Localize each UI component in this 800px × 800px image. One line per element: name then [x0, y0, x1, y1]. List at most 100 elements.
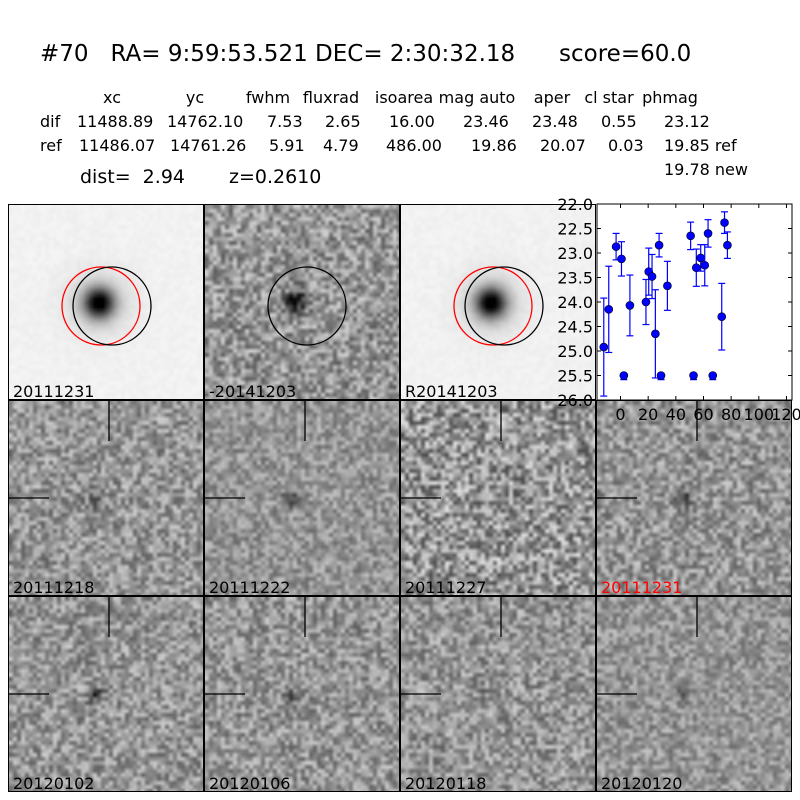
stamp-image	[401, 205, 595, 399]
header-yc: yc	[185, 88, 205, 107]
cell: 23.48	[532, 112, 578, 131]
stamp-image	[205, 205, 399, 399]
data-point	[703, 229, 713, 238]
row-dif-label: dif	[40, 112, 61, 131]
cell: 11488.89	[77, 112, 154, 131]
stamp-overlay	[205, 597, 306, 695]
data-point	[625, 301, 635, 310]
x-tick-label: 100	[744, 405, 775, 424]
stamp-overlay	[453, 266, 544, 346]
image-stamp: 20111231	[8, 204, 204, 400]
data-point	[717, 312, 727, 321]
black-aperture-circle	[72, 266, 152, 346]
stamp-overlay	[597, 401, 698, 499]
stamp-date-label: 20120120	[601, 774, 683, 792]
image-stamp: 20111231	[596, 400, 792, 596]
light-curve-plot: 22.0 22.5 23.0 23.5 24.0 24.5 25.0 25.5 26.0 0 20 4…	[557, 195, 800, 424]
new-phmag: 19.78 new	[664, 160, 748, 179]
cell: 16.00	[389, 112, 435, 131]
cell: 2.65	[325, 112, 361, 131]
data-point	[599, 342, 609, 352]
header-phmag: phmag	[642, 88, 698, 107]
image-stamp: R20141203	[400, 204, 596, 400]
y-tick-label: 24.5	[557, 318, 593, 337]
stamp-date-label: R20141203	[405, 382, 498, 400]
cell: 19.85 ref	[664, 136, 737, 155]
upper-limit-point	[656, 371, 666, 380]
stamp-date-label: 20111218	[13, 578, 95, 596]
stamp-overlay	[401, 597, 502, 695]
x-tick-label: 60	[693, 405, 713, 424]
data-point	[700, 260, 710, 270]
cell: 7.53	[267, 112, 303, 131]
dist-value: dist= 2.94	[80, 166, 185, 188]
red-aperture-circle	[61, 266, 141, 346]
upper-limit-point	[619, 371, 629, 380]
data-point	[647, 272, 657, 281]
data-point	[654, 240, 664, 250]
data-point	[617, 254, 626, 264]
data-point	[723, 240, 732, 250]
cell: 11486.07	[79, 136, 156, 155]
redshift-value: z=0.2610	[229, 166, 322, 188]
cell: 23.46	[463, 112, 509, 131]
y-tick-label: 23.5	[557, 269, 593, 288]
stamp-date-label: 20120106	[209, 774, 291, 792]
image-stamp: 20120106	[204, 596, 400, 792]
image-stamp: -20141203	[204, 204, 400, 400]
data-point	[651, 329, 660, 339]
header-fluxrad: fluxrad	[302, 88, 360, 107]
data-point	[686, 231, 695, 241]
y-tick-label: 25.5	[557, 367, 593, 386]
stamp-date-label: 20120118	[405, 774, 487, 792]
y-tick-label: 22.5	[557, 220, 593, 239]
cell: 0.55	[601, 112, 637, 131]
data-point	[691, 263, 701, 272]
image-stamp: 20111218	[8, 400, 204, 596]
x-tick-label: 80	[721, 405, 741, 424]
x-tick-label: 0	[615, 405, 625, 424]
stamp-date-label: 20111227	[405, 578, 487, 596]
header-aper: aper	[533, 88, 571, 107]
header-fwhm: fwhm	[245, 88, 291, 107]
stamp-overlay	[9, 401, 110, 499]
stamp-date-label: 20111231	[13, 382, 95, 400]
image-stamp: 20111222	[204, 400, 400, 596]
data-point	[604, 305, 614, 314]
y-tick-label: 24.0	[557, 293, 593, 312]
stamp-image	[9, 205, 203, 399]
black-aperture-circle	[267, 266, 347, 346]
data-point	[641, 297, 651, 307]
header-cl-star: cl star	[584, 88, 634, 107]
figure-title: #70 RA= 9:59:53.521 DEC= 2:30:32.18 scor…	[40, 41, 692, 67]
y-tick-label: 22.0	[557, 195, 593, 214]
cell: 5.91	[269, 136, 305, 155]
stamp-overlay	[597, 597, 698, 695]
red-aperture-circle	[453, 266, 533, 346]
upper-limit-point	[689, 371, 698, 380]
stamp-date-label: 20120102	[13, 774, 95, 792]
header-isoarea: isoarea	[374, 88, 434, 107]
image-stamp: 20111227	[400, 400, 596, 596]
stamp-overlay	[61, 266, 152, 346]
image-stamp: 20120120	[596, 596, 792, 792]
cell: 14762.10	[167, 112, 244, 131]
cell: 23.12	[664, 112, 710, 131]
y-tick-label: 26.0	[557, 391, 593, 410]
stamp-overlay	[267, 266, 347, 346]
stamp-overlay	[205, 401, 306, 499]
stamp-overlay	[9, 597, 110, 695]
row-ref-label: ref	[40, 136, 62, 155]
black-aperture-circle	[464, 266, 544, 346]
cell: 4.79	[323, 136, 359, 155]
stamp-date-label: -20141203	[209, 382, 297, 400]
x-tick-label: 40	[666, 405, 686, 424]
header-xc: xc	[103, 88, 121, 107]
plot-axes-frame	[596, 203, 793, 401]
y-tick-label: 25.0	[557, 342, 593, 361]
cell: 20.07	[540, 136, 586, 155]
image-stamp: 20120102	[8, 596, 204, 792]
y-tick-label: 23.0	[557, 244, 593, 263]
stamp-overlay	[401, 401, 502, 499]
